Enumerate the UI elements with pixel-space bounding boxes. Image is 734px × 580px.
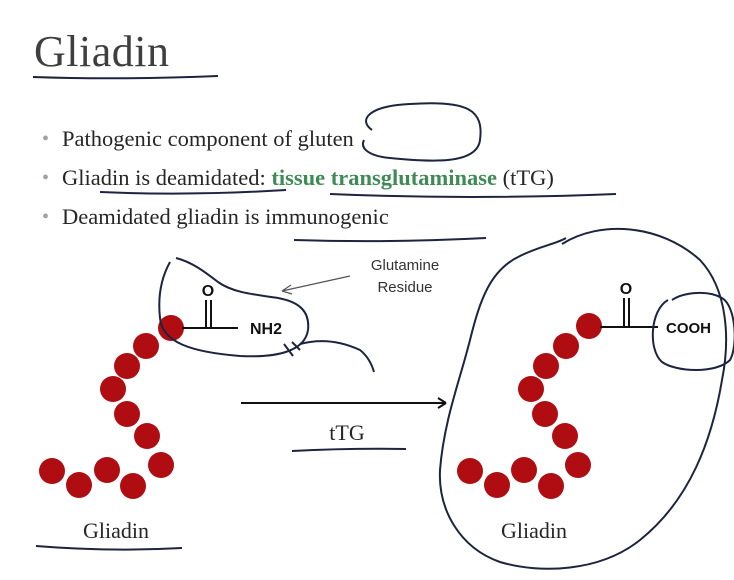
- bullet-text: Deamidated gliadin is immunogenic: [62, 204, 389, 229]
- right-oxygen-label: O: [620, 281, 632, 298]
- bullet-text-pre: Gliadin is deamidated:: [62, 165, 272, 190]
- bullet-item: • Pathogenic component of gluten: [40, 124, 554, 163]
- amino-bead: [148, 452, 174, 478]
- glutamine-circle: [158, 257, 310, 358]
- amino-bead: [158, 315, 184, 341]
- amino-bead: [66, 472, 92, 498]
- left-oxygen-label: O: [202, 283, 214, 300]
- immunogenic-underline: [293, 237, 487, 243]
- glutamine-pointer-arrowhead: [281, 284, 293, 295]
- amino-bead: [553, 333, 579, 359]
- right-carboxyl-group: O COOH: [600, 281, 711, 337]
- glutamine-label-line1: Glutamine: [371, 257, 439, 274]
- amino-bead: [538, 473, 564, 499]
- amino-bead: [100, 376, 126, 402]
- ttg-term-underline: [329, 193, 617, 198]
- amino-bead: [576, 313, 602, 339]
- bullet-icon: •: [42, 167, 50, 189]
- bullet-icon: •: [42, 128, 50, 150]
- right-gliadin-caption: Gliadin: [501, 518, 567, 543]
- amino-bead: [39, 458, 65, 484]
- amino-bead: [457, 458, 483, 484]
- title-underline: [32, 75, 219, 80]
- bullet-item: • Deamidated gliadin is immunogenic: [40, 202, 554, 241]
- amino-bead: [484, 472, 510, 498]
- bullet-list: • Pathogenic component of gluten • Gliad…: [40, 124, 554, 241]
- deamidated-underline: [99, 189, 287, 195]
- amino-bead: [533, 353, 559, 379]
- amino-bead: [133, 333, 159, 359]
- amino-bead: [552, 423, 578, 449]
- reaction-arrowhead: [437, 397, 447, 409]
- gluten-circle: [362, 102, 482, 162]
- bullet-item: • Gliadin is deamidated: tissue transglu…: [40, 163, 554, 202]
- slide-title: Gliadin: [34, 27, 170, 76]
- amino-bead: [565, 452, 591, 478]
- bullet-text-post: (tTG): [496, 165, 554, 190]
- right-gliadin-chain: [457, 313, 602, 499]
- left-gliadin-chain: [39, 315, 184, 499]
- ttg-label-underline: [291, 447, 407, 452]
- bullet-text: Pathogenic component of gluten: [62, 126, 354, 151]
- glutamine-scribble: [283, 340, 375, 373]
- reaction-label: tTG: [329, 420, 365, 445]
- left-nh2-label: NH2: [250, 321, 282, 338]
- right-cooh-label: COOH: [666, 320, 711, 337]
- amino-bead: [532, 401, 558, 427]
- amino-bead: [94, 457, 120, 483]
- deamidated-molecule-circle: [438, 227, 728, 570]
- glutamine-label-line2: Residue: [377, 279, 432, 296]
- bullet-icon: •: [42, 206, 50, 228]
- highlight-term: tissue transglutaminase: [271, 165, 497, 190]
- amino-bead: [518, 376, 544, 402]
- cooh-circle: [651, 292, 734, 371]
- left-caption-underline: [35, 545, 183, 551]
- amino-bead: [120, 473, 146, 499]
- left-gliadin-caption: Gliadin: [83, 518, 149, 543]
- amino-bead: [114, 353, 140, 379]
- amino-bead: [511, 457, 537, 483]
- glutamine-pointer-arrow: [281, 275, 351, 292]
- left-amide-group: O NH2: [182, 283, 282, 338]
- amino-bead: [114, 401, 140, 427]
- amino-bead: [134, 423, 160, 449]
